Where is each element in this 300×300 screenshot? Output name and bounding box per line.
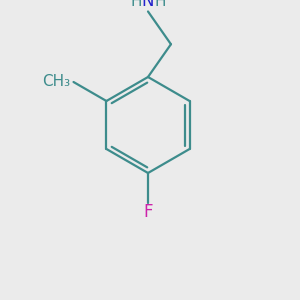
Text: H: H <box>130 0 142 9</box>
Text: CH₃: CH₃ <box>42 74 70 89</box>
Text: H: H <box>154 0 166 9</box>
Text: F: F <box>143 203 153 221</box>
Text: N: N <box>142 0 154 11</box>
